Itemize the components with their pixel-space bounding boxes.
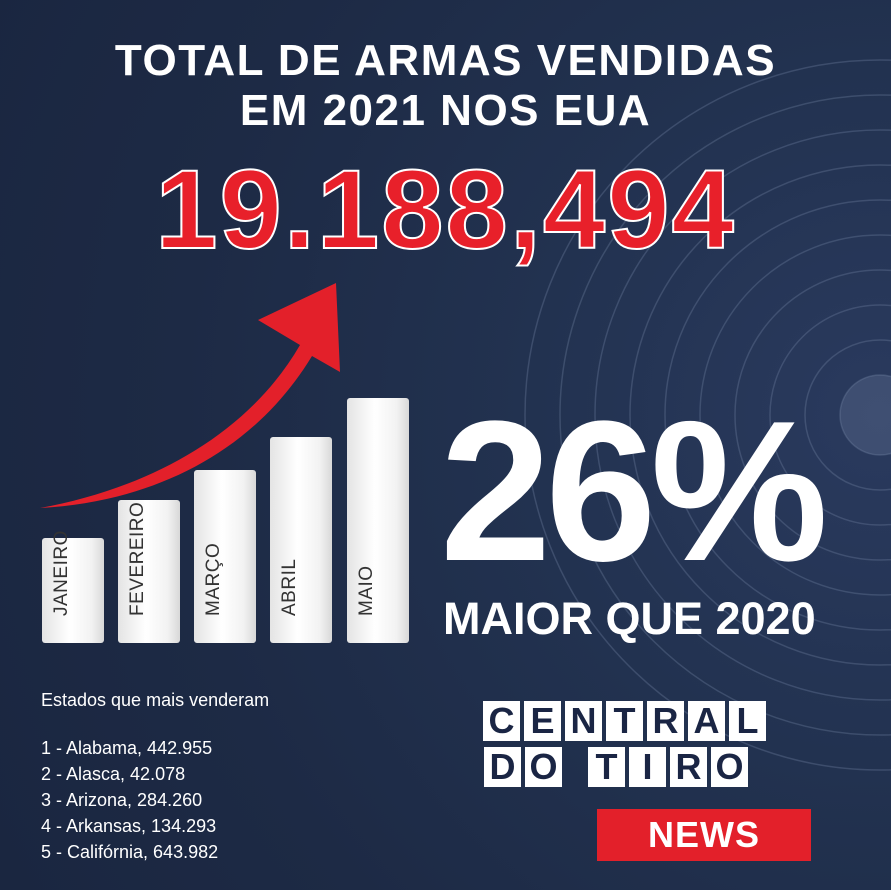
list-item: 4 - Arkansas, 134.293 (41, 816, 217, 836)
logo-letter: D (484, 747, 521, 787)
logo-letter: N (565, 701, 602, 741)
headline-line-2: EM 2021 NOS EUA (239, 86, 652, 135)
logo-letter: I (629, 747, 666, 787)
month-label: FEVEREIRO (127, 501, 148, 616)
logo-letter: C (483, 701, 520, 741)
logo-letter: A (688, 701, 725, 741)
logo-letter: R (647, 701, 684, 741)
news-badge: NEWS (597, 809, 811, 861)
list-item: 2 - Alasca, 42.078 (41, 764, 186, 784)
list-item: 5 - Califórnia, 643.982 (41, 842, 219, 862)
month-label: MAIO (356, 565, 377, 616)
logo-spacer (566, 747, 584, 787)
states-list: 1 - Alabama, 442.955 2 - Alasca, 42.078 … (41, 735, 218, 865)
total-sales-figure: 19.188,494 (154, 147, 736, 272)
states-title: Estados que mais venderam (41, 690, 270, 710)
headline: TOTAL DE ARMAS VENDIDAS EM 2021 NOS EUA (0, 36, 891, 136)
logo-letter: T (606, 701, 643, 741)
list-item: 3 - Arizona, 284.260 (41, 790, 203, 810)
growth-caption: MAIOR QUE 2020 (443, 593, 816, 644)
month-bar-janeiro: JANEIRO (42, 530, 104, 643)
month-bar-maio: MAIO (347, 398, 409, 643)
growth-percent: 26% (440, 380, 828, 603)
logo-letter: L (729, 701, 766, 741)
logo-letter: T (588, 747, 625, 787)
central-do-tiro-logo: C E N T R A L D O T I R O (483, 701, 766, 793)
month-bar-abril: ABRIL (270, 437, 332, 643)
logo-letter: O (525, 747, 562, 787)
logo-row-dotiro: D O T I R O (484, 747, 766, 787)
month-bar-marco: MARÇO (194, 470, 256, 643)
logo-row-central: C E N T R A L (483, 701, 766, 741)
month-bar-fevereiro: FEVEREIRO (118, 500, 180, 643)
month-label: JANEIRO (51, 530, 72, 616)
month-label: ABRIL (279, 558, 300, 616)
month-label: MARÇO (203, 542, 224, 616)
logo-letter: O (711, 747, 748, 787)
headline-line-1: TOTAL DE ARMAS VENDIDAS (114, 36, 777, 85)
logo-letter: R (670, 747, 707, 787)
logo-letter: E (524, 701, 561, 741)
list-item: 1 - Alabama, 442.955 (41, 738, 213, 758)
